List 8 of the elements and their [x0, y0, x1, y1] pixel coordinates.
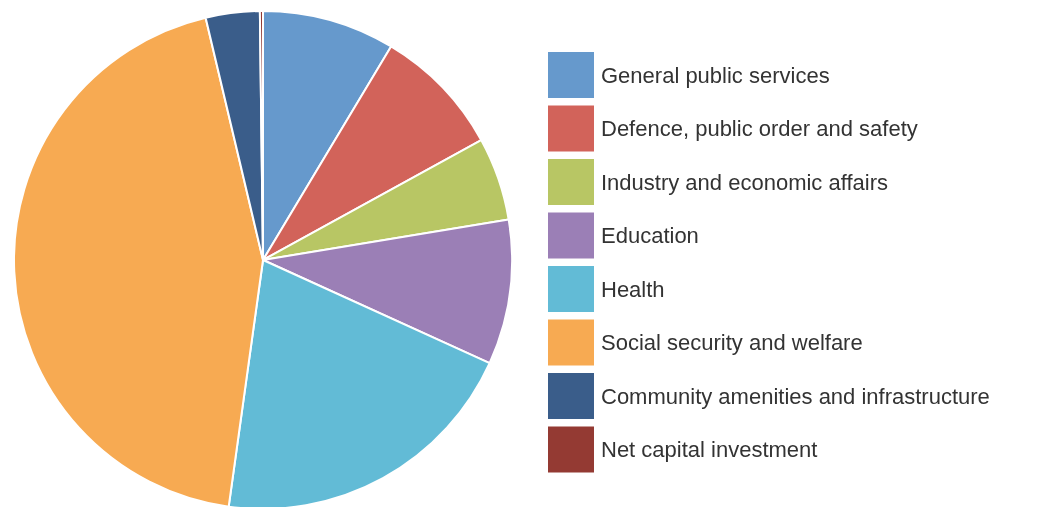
- legend-label: General public services: [601, 62, 830, 88]
- legend-label: Community amenities and infrastructure: [601, 383, 990, 409]
- legend-label: Health: [601, 276, 665, 302]
- legend-label: Industry and economic affairs: [601, 169, 888, 195]
- legend-label: Education: [601, 223, 699, 249]
- legend-label: Social security and welfare: [601, 330, 863, 356]
- legend-label: Defence, public order and safety: [601, 116, 918, 142]
- legend-label: Net capital investment: [601, 437, 818, 463]
